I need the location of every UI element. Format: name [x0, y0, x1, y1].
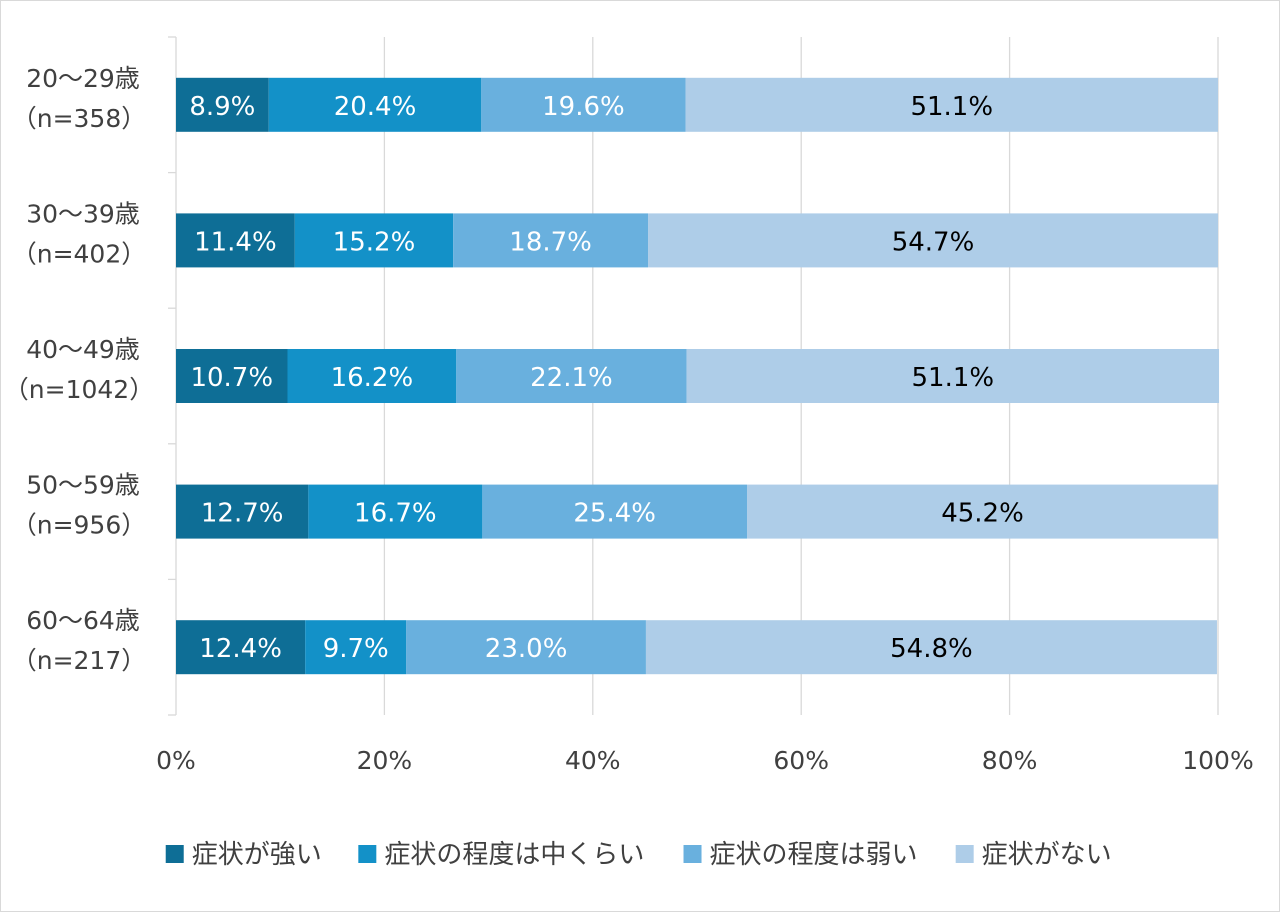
data-label-4-2: 16.7% [354, 499, 437, 529]
legend-swatch-3 [683, 845, 702, 863]
legend-swatch-4 [955, 845, 974, 863]
x-tick-label: 40% [565, 746, 621, 775]
x-tick-label: 20% [357, 746, 413, 775]
data-label-1-1: 8.9% [189, 92, 255, 122]
data-label-4-1: 12.7% [201, 499, 284, 529]
category-label: 20～29歳 [26, 64, 140, 93]
data-label-2-3: 18.7% [509, 227, 592, 257]
data-label-1-2: 20.4% [334, 92, 417, 122]
data-label-3-1: 10.7% [190, 363, 273, 393]
x-tick-label: 80% [982, 746, 1038, 775]
legend-swatch-1 [165, 845, 184, 863]
data-label-2-2: 15.2% [333, 227, 416, 257]
legend-label-2: 症状の程度は中くらい [384, 840, 644, 870]
legend-label-4: 症状がない [982, 840, 1112, 870]
x-tick-label: 100% [1182, 746, 1253, 775]
bar-segment-4-3 [482, 484, 748, 539]
data-label-3-3: 22.1% [530, 363, 613, 393]
bar-segment-5-2 [305, 620, 407, 675]
legend-label-1: 症状が強い [192, 840, 322, 870]
bar-segment-5-4 [645, 620, 1217, 675]
x-tick-label: 0% [156, 746, 196, 775]
legend-swatch-2 [358, 845, 377, 863]
bar-segment-1-3 [481, 77, 686, 132]
bar-segment-4-2 [308, 484, 483, 539]
category-label: 50～59歳 [26, 471, 140, 500]
category-sample-size: （n=956） [12, 511, 147, 540]
bar-segment-3-1 [176, 349, 288, 403]
category-sample-size: （n=217） [12, 646, 147, 675]
category-label: 60～64歳 [26, 606, 140, 635]
bar-segment-5-3 [406, 620, 646, 675]
x-tick-label: 60% [773, 746, 829, 775]
data-label-5-2: 9.7% [323, 634, 389, 664]
data-label-3-4: 51.1% [912, 363, 995, 393]
bar-segment-3-2 [287, 349, 457, 403]
bar-segment-4-1 [176, 484, 309, 539]
category-label: 30～39歳 [26, 199, 140, 228]
category-sample-size: （n=1042） [4, 375, 154, 404]
bar-segment-4-4 [747, 484, 1218, 539]
bar-segment-2-3 [453, 213, 649, 268]
legend-label-3: 症状の程度は弱い [710, 840, 918, 870]
data-label-5-4: 54.8% [890, 634, 973, 664]
bar-segment-1-1 [176, 77, 269, 132]
bar-segment-3-4 [686, 349, 1220, 403]
data-label-2-1: 11.4% [194, 227, 277, 257]
bar-segment-3-3 [456, 349, 687, 403]
category-sample-size: （n=358） [12, 104, 147, 133]
bar-segment-5-1 [176, 620, 306, 675]
data-label-3-2: 16.2% [331, 363, 414, 393]
data-label-1-4: 51.1% [910, 92, 993, 122]
bar-segment-1-2 [268, 77, 482, 132]
data-label-2-4: 54.7% [892, 227, 975, 257]
category-label: 40～49歳 [26, 335, 140, 364]
data-label-5-1: 12.4% [199, 634, 282, 664]
bar-segment-2-4 [648, 213, 1218, 268]
data-label-4-4: 45.2% [941, 499, 1024, 529]
category-sample-size: （n=402） [12, 239, 147, 268]
bar-segment-2-2 [294, 213, 454, 268]
data-label-5-3: 23.0% [485, 634, 568, 664]
bar-segment-1-4 [685, 77, 1218, 132]
data-label-1-3: 19.6% [542, 92, 625, 122]
data-label-4-3: 25.4% [573, 499, 656, 529]
bar-segment-2-1 [176, 213, 295, 268]
